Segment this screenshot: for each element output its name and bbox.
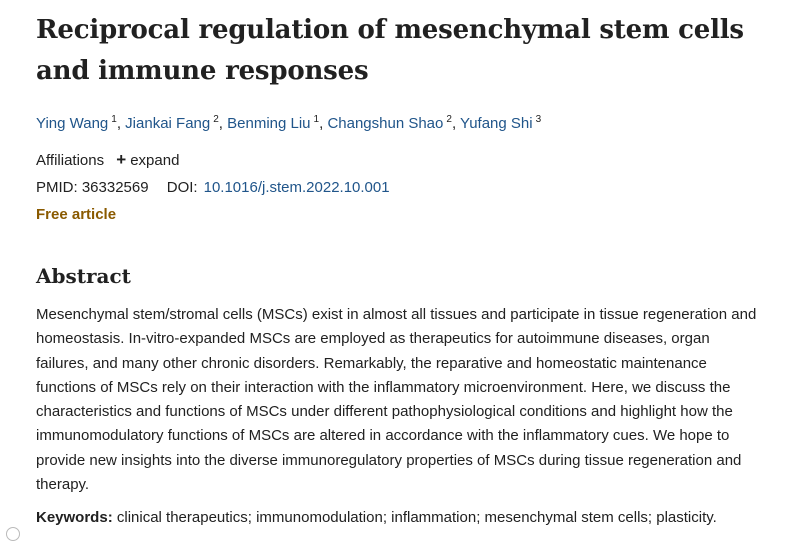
author-separator: , [319,115,328,132]
abstract-text: Mesenchymal stem/stromal cells (MSCs) ex… [36,306,757,494]
affiliations-label: Affiliations [36,152,105,169]
affiliation-ref[interactable]: 1 [111,114,117,125]
author-link[interactable]: Ying Wang [36,115,109,132]
author-link[interactable]: Benming Liu [227,115,311,132]
author-link[interactable]: Changshun Shao [327,115,444,132]
article-title: Reciprocal regulation of mesenchymal ste… [36,15,744,86]
watermark-icon [6,527,20,541]
affiliation-ref[interactable]: 2 [213,114,219,125]
doi-label: DOI: [166,179,198,196]
affiliation-ref[interactable]: 3 [535,114,542,125]
pmid-label: PMID: [36,179,78,196]
author-link[interactable]: Yufang Shi [460,115,533,132]
keywords-label: Keywords: [36,509,113,527]
abstract-heading: Abstract [36,264,131,288]
pmid-value: 36332569 [81,179,149,196]
author-separator: , [116,115,126,132]
watermark-logo [6,527,24,541]
expand-affiliations-button[interactable]: + expand [116,149,179,172]
free-article-badge: Free article [36,206,117,223]
expand-label: expand [130,152,180,169]
affiliations-row: Affiliations + expand [36,149,766,172]
doi-link[interactable]: 10.1016/j.stem.2022.10.001 [203,179,390,196]
author-link[interactable]: Jiankai Fang [125,115,211,132]
author-separator: , [451,115,461,132]
plus-icon: + [116,150,127,169]
article-page: Reciprocal regulation of mesenchymal ste… [36,10,766,530]
identifiers-row: PMID: 36332569 DOI: 10.1016/j.stem.2022.1… [36,177,766,199]
keywords-text: clinical therapeutics; immunomodulation;… [116,509,717,527]
author-list: Ying Wang 1, Jiankai Fang 2, Benming Liu 1,… [36,113,766,135]
keywords: Keywords: clinical therapeutics; immunom… [36,506,758,530]
affiliation-ref[interactable]: 1 [313,114,320,125]
author-separator: , [218,115,228,132]
affiliation-ref[interactable]: 2 [446,114,452,125]
